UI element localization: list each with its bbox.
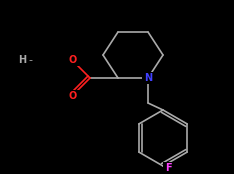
Text: O: O [69,55,77,65]
Text: -: - [28,55,32,65]
Text: H: H [18,55,26,65]
Text: N: N [144,73,152,83]
Text: F: F [165,163,171,173]
Text: O: O [69,91,77,101]
